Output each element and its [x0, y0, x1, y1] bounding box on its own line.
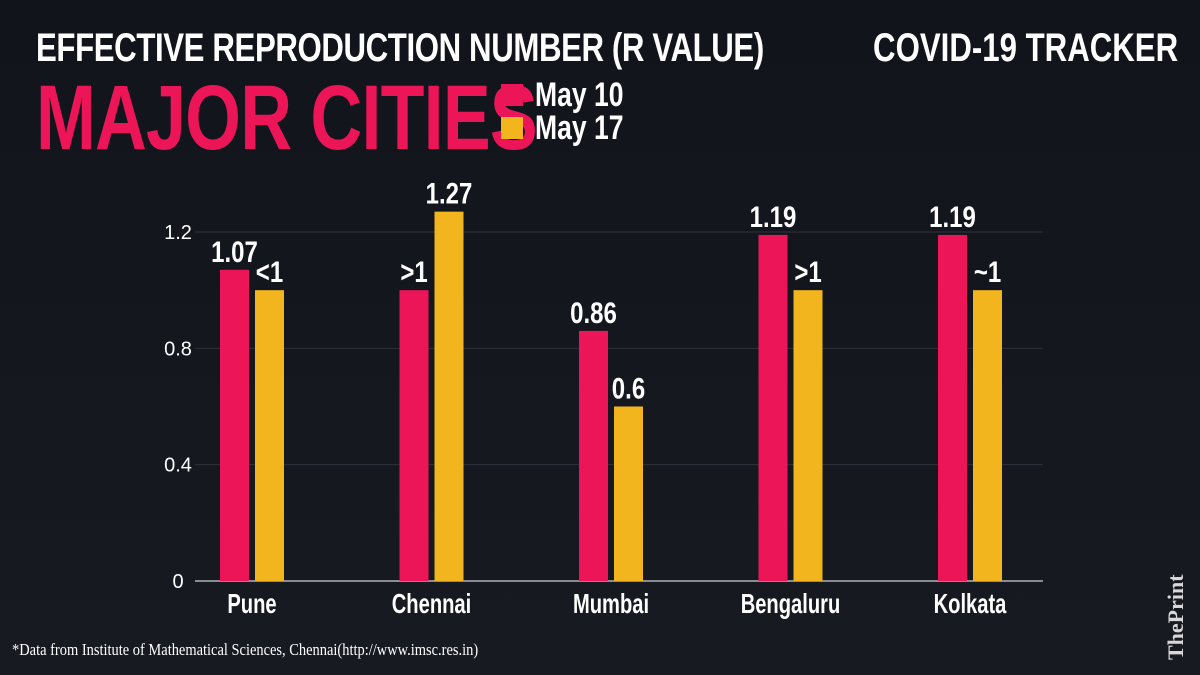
data-label: 0.6 [612, 371, 645, 405]
x-tick-label: Kolkata [934, 589, 1007, 620]
data-label: >1 [400, 255, 427, 289]
bar-may-17 [255, 290, 284, 581]
tracker-label: COVID-19 TRACKER [872, 26, 1178, 70]
x-tick-label: Bengaluru [741, 589, 841, 620]
data-label: 1.19 [750, 199, 797, 233]
bar-may-17 [614, 406, 643, 581]
bar-may-10 [220, 269, 249, 581]
legend-item-may-17: May 17 [501, 111, 648, 145]
y-tick-label: 0.4 [164, 455, 192, 477]
data-label: 1.27 [426, 176, 473, 210]
legend-item-may-10: May 10 [501, 78, 648, 112]
legend-swatch [501, 117, 523, 139]
y-tick-label: 0.8 [164, 338, 192, 360]
legend-label: May 10 [535, 76, 624, 114]
data-label: >1 [794, 255, 821, 289]
bar-may-17 [434, 211, 464, 581]
bar-may-17 [973, 290, 1002, 581]
data-label: <1 [256, 255, 283, 289]
bar-may-17 [793, 290, 823, 581]
bar-may-10 [758, 234, 788, 582]
x-tick-label: Chennai [392, 589, 471, 620]
chart-subtitle: EFFECTIVE REPRODUCTION NUMBER (R VALUE) [36, 26, 764, 70]
legend-swatch [501, 84, 523, 106]
y-tick-label: 1.2 [164, 222, 192, 244]
y-tick-label: 0 [172, 571, 183, 593]
data-label: 0.86 [570, 295, 617, 329]
brand-logo: ThePrint [1163, 574, 1188, 660]
bar-may-10 [938, 234, 967, 582]
source-note: *Data from Institute of Mathematical Sci… [12, 640, 479, 659]
data-label: 1.19 [929, 199, 976, 233]
bar-may-10 [399, 290, 429, 581]
x-tick-label: Mumbai [573, 589, 649, 620]
bar-may-10 [579, 330, 608, 581]
x-tick-label: Pune [227, 589, 276, 620]
legend-label: May 17 [535, 109, 624, 147]
data-label: ~1 [974, 255, 1001, 289]
data-label: 1.07 [211, 234, 258, 268]
chart-title: MAJOR CITIES [36, 67, 538, 169]
